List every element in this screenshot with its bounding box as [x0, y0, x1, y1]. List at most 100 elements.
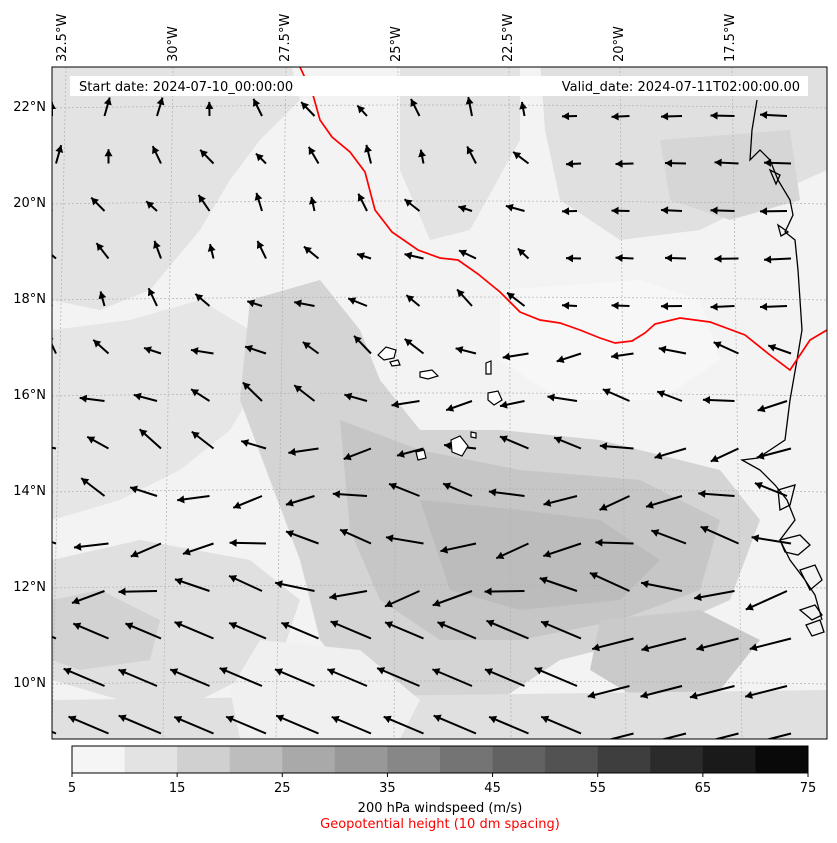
wind-arrow-head — [384, 599, 393, 608]
wind-arrow-head — [256, 240, 265, 249]
wind-arrow-head — [331, 715, 340, 724]
wind-arrow-head — [710, 206, 718, 215]
colorbar-segment — [492, 746, 546, 773]
lon-label-27-5w: 27.5°W — [278, 14, 293, 62]
wind-arrow-head — [388, 482, 397, 491]
wind-arrow-head — [566, 159, 574, 168]
wind-arrow-shaft — [169, 668, 210, 687]
wind-arrow-head — [745, 603, 754, 611]
lat-label-12n: 12°N — [13, 580, 46, 595]
wind-arrow-head — [488, 488, 497, 497]
cape-verde-islands — [377, 346, 503, 461]
island-sao-nicolau — [419, 369, 440, 380]
wind-arrow-head — [52, 250, 53, 252]
colorbar — [72, 746, 809, 773]
wind-arrow-head — [357, 252, 365, 260]
colorbar-segment — [387, 746, 441, 773]
wind-arrow-head — [281, 621, 290, 630]
wind-arrow-head — [383, 715, 392, 724]
lon-label-17-5w: 17.5°W — [723, 14, 738, 62]
valid-date-label: Valid_date: 2024-07-11T02:00:00.00 — [562, 80, 800, 95]
wind-arrow-head — [541, 620, 550, 629]
wind-arrow-head — [760, 111, 768, 120]
wind-arrow-head — [446, 404, 455, 412]
wind-arrow-head — [233, 501, 242, 509]
geopotential-contour — [299, 67, 827, 372]
wind-arrow-head — [513, 151, 522, 160]
start-date-label: Start date: 2024-07-10_00:00:00 — [79, 80, 293, 95]
wind-arrow-head — [330, 620, 339, 628]
island-fogo — [415, 449, 427, 461]
wind-arrow-shaft — [275, 714, 319, 735]
africa-coastline — [739, 99, 823, 621]
wind-arrow-shaft — [587, 685, 630, 698]
colorbar-tick-label: 5 — [68, 781, 76, 796]
wind-arrow-head — [658, 345, 667, 354]
wind-arrow-head — [288, 447, 296, 456]
map-frame — [51, 66, 828, 740]
wind-arrow-head — [484, 587, 492, 596]
wind-arrow-head — [357, 105, 366, 114]
wind-arrow-head — [562, 207, 570, 216]
island-santo-antao — [377, 346, 397, 361]
wind-arrow-head — [589, 572, 598, 580]
colorbar-segment — [177, 746, 231, 773]
wind-arrow-head — [308, 146, 316, 155]
wind-arrow-head — [146, 201, 155, 209]
colorbar-segment — [334, 746, 388, 773]
lon-label-30w: 30°W — [166, 26, 181, 62]
wind-arrow-head — [245, 344, 253, 353]
wind-arrow-head — [710, 111, 718, 120]
wind-arrow-shaft — [431, 668, 473, 687]
wind-arrow-head — [562, 301, 570, 310]
wind-arrow-head — [437, 621, 446, 629]
wind-arrow-head — [764, 158, 772, 167]
wind-arrow-head — [139, 429, 148, 437]
wind-arrow-head — [486, 619, 495, 628]
wind-arrow-head — [98, 291, 107, 300]
wind-arrow-head — [182, 547, 191, 556]
wind-arrow-head — [133, 392, 142, 401]
wind-arrow-head — [713, 341, 722, 349]
wind-arrow-head — [665, 254, 673, 263]
wind-arrow-head — [602, 388, 611, 396]
wind-arrow-head — [174, 715, 183, 724]
wind-arrow-head — [254, 192, 263, 201]
wind-arrow-shaft — [68, 715, 109, 735]
wind-arrow-head — [562, 112, 570, 121]
wind-arrow-head — [505, 203, 514, 212]
wind-arrow-shaft — [749, 637, 792, 650]
wind-arrow-head — [689, 691, 698, 700]
wind-arrow-head — [205, 101, 214, 109]
wind-arrow-head — [118, 587, 126, 596]
coast-inlet-2 — [776, 223, 790, 237]
colorbar-segment — [545, 746, 599, 773]
wind-arrow-head — [332, 490, 341, 499]
wind-arrow-head — [87, 436, 96, 444]
colorbar-segment — [124, 746, 178, 773]
wind-arrow-head — [599, 503, 608, 511]
wind-arrow-shaft — [331, 715, 372, 735]
wind-arrow-head — [496, 551, 505, 560]
wind-arrow-head — [229, 575, 238, 583]
wind-arrow-head — [657, 390, 666, 398]
wind-arrow-head — [191, 389, 200, 397]
colorbar-segment — [229, 746, 283, 773]
wind-arrow-head — [302, 341, 311, 350]
wind-arrow-head — [73, 622, 82, 631]
wind-arrow-head — [153, 240, 161, 249]
colorbar-tick-label: 75 — [800, 781, 817, 796]
wind-arrow-head — [714, 254, 722, 263]
wind-arrow-head — [354, 335, 362, 344]
island-sal — [485, 360, 492, 375]
colorbar-sublabel: Geopotential height (10 dm spacing) — [320, 817, 560, 832]
colorbar-segment — [440, 746, 494, 773]
wind-arrow-shaft — [744, 685, 788, 698]
wind-arrow-head — [348, 297, 357, 305]
island-boa-vista — [487, 390, 503, 406]
wind-arrow-head — [327, 668, 336, 676]
wind-arrow-head — [147, 288, 156, 297]
wind-arrow-head — [364, 144, 372, 153]
wind-arrow-head — [458, 249, 468, 257]
wind-arrow-head — [219, 667, 228, 675]
